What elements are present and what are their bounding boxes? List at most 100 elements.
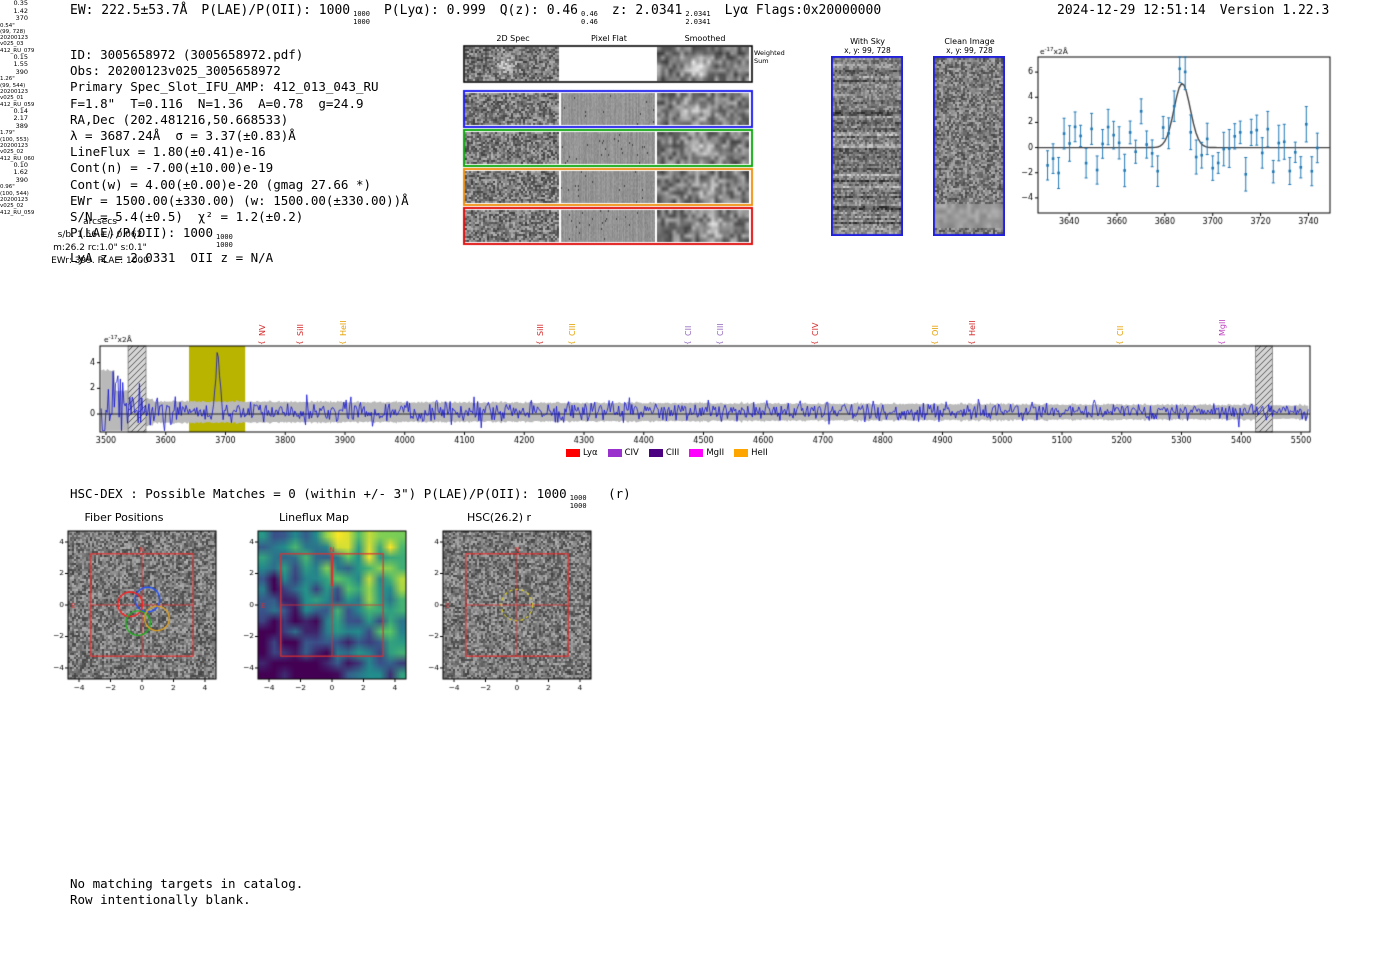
strip-left-value: 0.15 xyxy=(13,52,28,61)
stacked-fraction: 1000 1000 xyxy=(216,233,233,249)
stacked-fraction: 1000 1000 xyxy=(353,10,370,26)
cutout-footer: s/b: 1.56 +/- 0.062 xyxy=(57,229,143,240)
strip-right-value: 20200123 xyxy=(0,35,28,42)
with-sky-title: With Sky xyxy=(850,37,885,46)
strip-left-value: 370 xyxy=(15,14,28,22)
col-header-pixelflat: Pixel Flat xyxy=(591,34,627,43)
emission-line-label: CIV xyxy=(811,322,821,336)
emission-line-label: MgII xyxy=(1218,319,1228,336)
report-version: Version 1.22.3 xyxy=(1219,3,1330,18)
emission-line-tick: { xyxy=(811,340,820,345)
emission-line-label: CIII xyxy=(716,323,726,336)
text-run: P(LAE)/P(OII): 1000 1000 1000 xyxy=(201,3,370,26)
target-info-block: ID: 3005658972 (3005658972.pdf) Obs: 2020… xyxy=(70,47,423,266)
emission-line-tick: { xyxy=(1218,340,1227,345)
text-run: Q(z): 0.46 0.46 0.46 xyxy=(499,3,598,26)
text-run: EWr = 1500.00(±330.00) (w: 1500.00(±330.… xyxy=(70,192,409,208)
info-line: Cont(n) = -7.00(±10.00)e-19 xyxy=(70,160,423,176)
info-line: λ = 3687.24Å σ = 3.37(±0.83)Å xyxy=(70,128,423,144)
info-line: Primary Spec_Slot_IFU_AMP: 412_013_043_R… xyxy=(70,79,423,95)
fiber-positions-cutout xyxy=(24,523,224,713)
emission-line-label: CII xyxy=(1115,325,1125,336)
strip-row-right-label: 0.54" (99, 728) 20200123 v025_03 412_RU_079 xyxy=(0,23,48,54)
strip-right-value: v025_03 xyxy=(0,41,24,48)
strip-row-left-label: 0.14 2.17 389 xyxy=(0,107,28,131)
cutout-footer: arcsecs xyxy=(83,216,117,227)
emission-line-label: HeII xyxy=(967,320,977,336)
note-line-1: No matching targets in catalog. xyxy=(70,876,304,891)
legend-swatch xyxy=(607,449,622,457)
legend-swatch xyxy=(566,449,580,457)
hsc-r-cutout xyxy=(399,523,599,713)
emission-line-label: HeII xyxy=(339,320,349,336)
strip-right-value: (100, 544) xyxy=(0,190,29,197)
info-line: RA,Dec (202.481216,50.668533) xyxy=(70,112,423,128)
strip-right-value: 20200123 xyxy=(0,89,28,96)
clean-image xyxy=(933,56,1005,236)
legend-item: MgII xyxy=(689,448,724,458)
emission-line-tick: { xyxy=(716,340,725,345)
strip-right-value: (100, 553) xyxy=(0,136,29,143)
strip-right-value: 1.79" xyxy=(0,130,15,137)
strip-left-value: 0.10 xyxy=(13,160,28,169)
info-line: LineFlux = 1.80(±0.41)e-16 xyxy=(70,144,423,160)
strip-right-value: 412_RU_079 xyxy=(0,47,35,54)
emission-line-tick: { xyxy=(257,340,266,345)
strip-left-value: 2.17 xyxy=(13,114,28,123)
clean-image-coords: x, y: 99, 728 xyxy=(946,46,993,55)
text-run: HSC-DEX : Possible Matches = 0 (within +… xyxy=(70,486,587,510)
strip-right-value: 412_RU_059 xyxy=(0,101,35,108)
emission-line-label: CIII xyxy=(568,323,578,336)
spec2d-strips-canvas xyxy=(462,43,754,249)
emission-line-label: SiII xyxy=(535,323,545,336)
strip-right-value: 412_RU_060 xyxy=(0,155,35,162)
cutout-title-fiber-positions: Fiber Positions xyxy=(84,511,164,524)
strip-left-value: 390 xyxy=(15,67,28,76)
strip-right-value: v025_02 xyxy=(0,149,24,156)
legend-label: MgII xyxy=(706,448,725,458)
info-line: ID: 3005658972 (3005658972.pdf) xyxy=(70,47,423,63)
cutout-title-lineflux-map: Lineflux Map xyxy=(278,511,350,524)
emission-line-tick: { xyxy=(339,340,348,345)
info-line: S/N = 5.4(±0.5) χ² = 1.2(±0.2) xyxy=(70,209,423,225)
strip-row-left-label: 0.35 1.42 370 xyxy=(0,0,28,23)
legend-label: CIV xyxy=(624,448,639,458)
strip-left-value: 390 xyxy=(15,175,28,184)
report-timestamp: 2024-12-29 12:51:14 xyxy=(1057,3,1206,18)
strip-row-right-label: 1.26" (99, 544) 20200123 v025_01 412_RU_059 xyxy=(0,76,48,107)
text-run: LineFlux = 1.80(±0.41)e-16 xyxy=(70,144,266,160)
text-run: ID: 3005658972 (3005658972.pdf) xyxy=(70,47,304,62)
legend-item: CIII xyxy=(648,448,680,458)
legend-swatch xyxy=(734,449,749,457)
emission-line-label: OII xyxy=(930,324,940,336)
emission-line-label: SiII xyxy=(296,323,306,336)
text-run: Cont(w) = 4.00(±0.00)e-20 (gmag 27.66 *) xyxy=(70,176,372,192)
strip-row-right-label: 1.79" (100, 553) 20200123 v025_02 412_RU_060 xyxy=(0,130,48,161)
cutout-footer: m:26.2 rc:1.0" s:0.1" xyxy=(53,242,147,253)
strip-left-value: 0.35 xyxy=(13,0,28,7)
text-run: S/N = 5.4(±0.5) χ² = 1.2(±0.2) xyxy=(70,209,304,225)
weighted-sum-line1: Weighted xyxy=(754,49,785,57)
text-run: F=1.8" T=0.116 N=1.36 A=0.78 g=24.9 xyxy=(70,95,364,111)
header-datetime: 2024-12-29 12:51:14 Version 1.22.3 xyxy=(1057,3,1329,18)
info-line: Cont(w) = 4.00(±0.00)e-20 (gmag 27.66 *) xyxy=(70,177,423,193)
lineflux-map-cutout xyxy=(214,523,414,713)
clean-image-title: Clean Image xyxy=(944,37,995,46)
stacked-fraction: 2.0341 2.0341 xyxy=(685,10,711,26)
hsc-match-line: HSC-DEX : Possible Matches = 0 (within +… xyxy=(70,486,645,510)
strip-right-value: (99, 728) xyxy=(0,28,26,35)
info-line: EWr = 1500.00(±330.00) (w: 1500.00(±330.… xyxy=(70,193,423,209)
text-run: EW: 222.5±53.7Å xyxy=(70,3,188,18)
emission-line-tick: { xyxy=(535,340,544,345)
emission-line-tick: { xyxy=(296,340,305,345)
strip-right-value: 412_RU_059 xyxy=(0,209,35,216)
legend-label: CIII xyxy=(665,448,680,458)
header-metrics-line: EW: 222.5±53.7Å P(LAE)/P(OII): 1000 1000 10… xyxy=(70,3,895,26)
text-run: Obs: 20200123v025_3005658972 xyxy=(70,63,281,79)
full-spectrum-canvas xyxy=(65,330,1345,462)
note-line-2: Row intentionally blank. xyxy=(70,892,251,907)
text-run: (r) xyxy=(600,486,631,501)
strip-right-value: 20200123 xyxy=(0,197,28,204)
strip-left-value: 1.42 xyxy=(13,6,28,15)
